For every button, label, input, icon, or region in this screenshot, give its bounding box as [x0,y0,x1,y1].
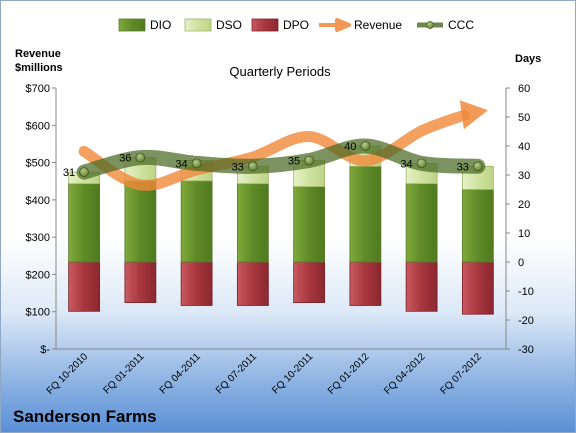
dpo-bar [405,261,438,312]
left-tick-label: $100 [26,307,50,319]
x-tick-label: FQ 01-2011 [102,351,147,396]
dpo-bar [68,261,101,312]
ccc-data-label: 36 [119,153,131,165]
right-tick-label: 10 [518,228,530,240]
dio-bar [124,180,157,263]
legend-dio-swatch [118,18,146,32]
right-tick-label: -10 [518,286,534,298]
left-tick-label: $400 [26,195,50,207]
dio-bar [349,165,382,263]
x-tick-label: FQ 07-2012 [438,351,484,397]
revenue-arrowhead [459,100,488,130]
ccc-data-label: 33 [232,161,244,173]
ccc-point [304,155,315,166]
dpo-bar [124,261,157,303]
left-tick-label: $200 [26,269,50,281]
company-name: Sanderson Farms [13,407,157,426]
right-tick-label: -30 [518,344,534,356]
dpo-bar [349,261,382,306]
legend-revenue-label: Revenue [354,18,402,32]
right-tick-label: 60 [518,83,530,95]
ccc-data-label: 35 [288,156,300,168]
ccc-point [191,158,202,169]
bars-layer [68,145,494,315]
left-axis-label-line2: $millions [15,62,63,74]
chart-title: Quarterly Periods [229,64,331,79]
legend-revenue-arrow [319,18,351,32]
ccc-point [360,141,371,151]
dio-bar [293,186,326,263]
left-tick-label: $600 [26,120,50,132]
legend-dio-label: DIO [150,18,171,32]
revenue-layer [78,100,488,191]
x-tick-label: FQ 10-2010 [45,351,91,397]
ccc-data-label: 33 [457,161,469,173]
x-tick-label: FQ 07-2011 [214,351,259,396]
x-tick-label: FQ 10-2011 [270,351,315,396]
legend-dso-label: DSO [216,18,242,32]
left-tick-label: $700 [26,83,50,95]
dio-bar [405,183,438,263]
x-tick-label: FQ 04-2011 [158,351,203,396]
ccc-point [135,152,146,163]
ccc-data-label: 40 [344,141,356,153]
axis-ticks: $- $100 $200 $300 $400 $500 $600 $700 -30 -20 -10 0… [26,83,534,356]
ccc-layer: 31 36 34 33 35 40 34 33 [63,138,486,180]
ccc-point [472,161,483,172]
dpo-bar [461,261,494,315]
revenue-line [78,109,470,191]
dpo-bar [236,261,269,306]
dio-bar [68,183,101,263]
legend-ccc-label: CCC [448,18,474,32]
legend-dpo-swatch [251,18,279,32]
right-axis-label: Days [515,53,541,65]
ccc-data-label: 34 [175,158,187,170]
dio-bar [461,189,494,263]
legend: DIO DSO DPO Revenue CCC [118,18,474,32]
left-axis-label-line1: Revenue [15,48,61,60]
ccc-point [79,167,90,178]
legend-dpo-label: DPO [283,18,309,32]
right-tick-label: 0 [518,257,524,269]
dpo-bar [180,261,213,306]
legend-dso-swatch [184,18,212,32]
right-tick-label: -20 [518,315,534,327]
ccc-point [416,158,427,169]
left-tick-label: $- [40,344,50,356]
left-tick-label: $300 [26,232,50,244]
ccc-data-label: 31 [63,167,75,179]
dio-bar [180,180,213,263]
x-axis-labels: FQ 10-2010 FQ 01-2011 FQ 04-2011 FQ 07-2011… [45,351,485,397]
dio-bar [236,183,269,263]
ccc-data-label: 34 [400,158,412,170]
right-tick-label: 50 [518,112,530,124]
dpo-bar [293,261,326,303]
ccc-point [247,161,258,172]
x-tick-label: FQ 01-2012 [326,351,372,397]
legend-ccc-marker [426,21,434,29]
left-tick-label: $500 [26,158,50,170]
right-tick-label: 40 [518,141,530,153]
x-tick-label: FQ 04-2012 [382,351,428,397]
right-tick-label: 20 [518,199,530,211]
right-tick-label: 30 [518,170,530,182]
